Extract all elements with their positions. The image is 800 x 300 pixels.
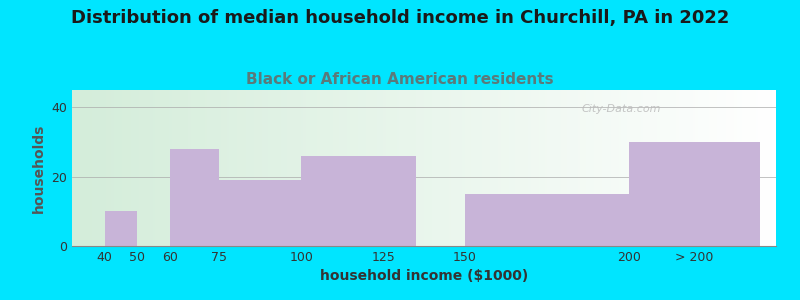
Bar [302,156,416,246]
Text: Black or African American residents: Black or African American residents [246,72,554,87]
Bar [105,211,138,246]
Bar [219,180,302,246]
Bar [170,149,219,246]
Text: Distribution of median household income in Churchill, PA in 2022: Distribution of median household income … [71,9,729,27]
Text: City-Data.com: City-Data.com [582,104,661,114]
X-axis label: household income ($1000): household income ($1000) [320,269,528,284]
Bar [465,194,629,246]
Bar [629,142,760,246]
Y-axis label: households: households [32,123,46,213]
